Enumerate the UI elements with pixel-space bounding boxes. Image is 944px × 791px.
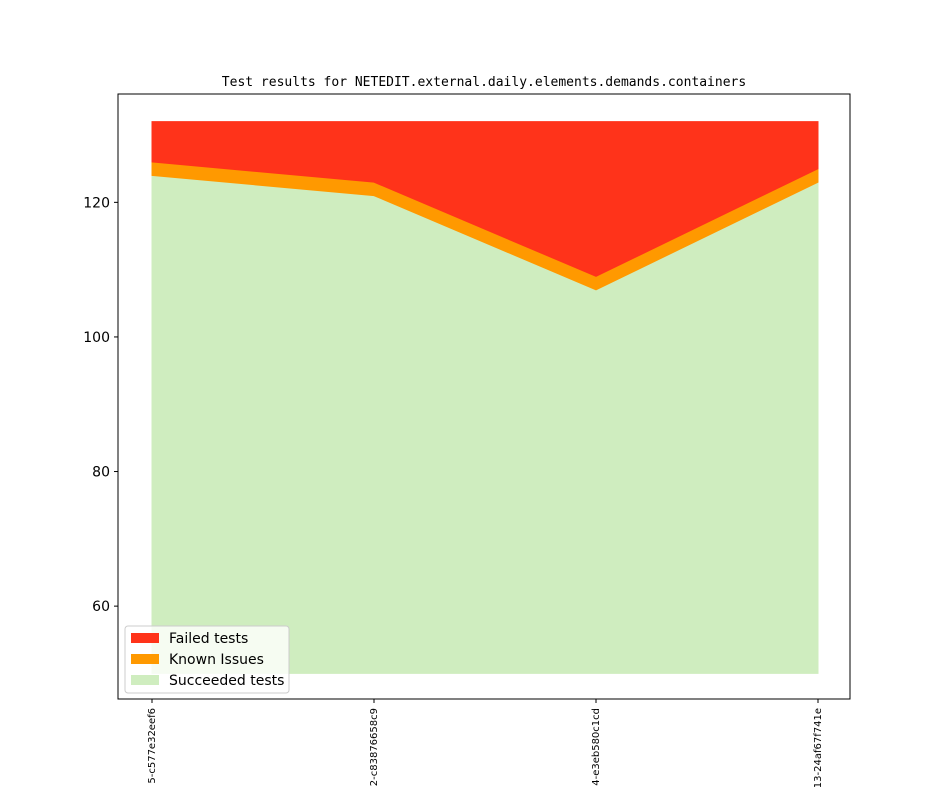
legend-label: Failed tests <box>169 631 248 647</box>
y-tick-label: 120 <box>83 195 110 211</box>
x-tick-label: 2-c83876658c9 <box>369 708 380 786</box>
y-tick-label: 80 <box>92 465 110 481</box>
y-tick-label: 100 <box>83 330 110 346</box>
legend-swatch <box>131 633 159 643</box>
legend-swatch <box>131 654 159 664</box>
x-tick-label: 4-e3eb580c1cd <box>591 708 602 786</box>
y-tick-label: 60 <box>92 599 110 615</box>
legend-label: Known Issues <box>169 652 264 668</box>
x-tick-label: 13-24af67f741e <box>813 708 824 787</box>
legend: Failed tests Known Issues Succeeded tests <box>124 625 290 694</box>
x-tick-label: 5-c577e32eef6 <box>147 708 158 784</box>
plot-frame <box>117 93 851 700</box>
area <box>151 174 819 674</box>
chart-title: Test results for NETEDIT.external.daily.… <box>222 75 746 90</box>
area <box>151 121 819 277</box>
legend-box <box>124 625 290 694</box>
legend-label: Succeeded tests <box>169 673 284 689</box>
legend-swatch <box>131 675 159 685</box>
